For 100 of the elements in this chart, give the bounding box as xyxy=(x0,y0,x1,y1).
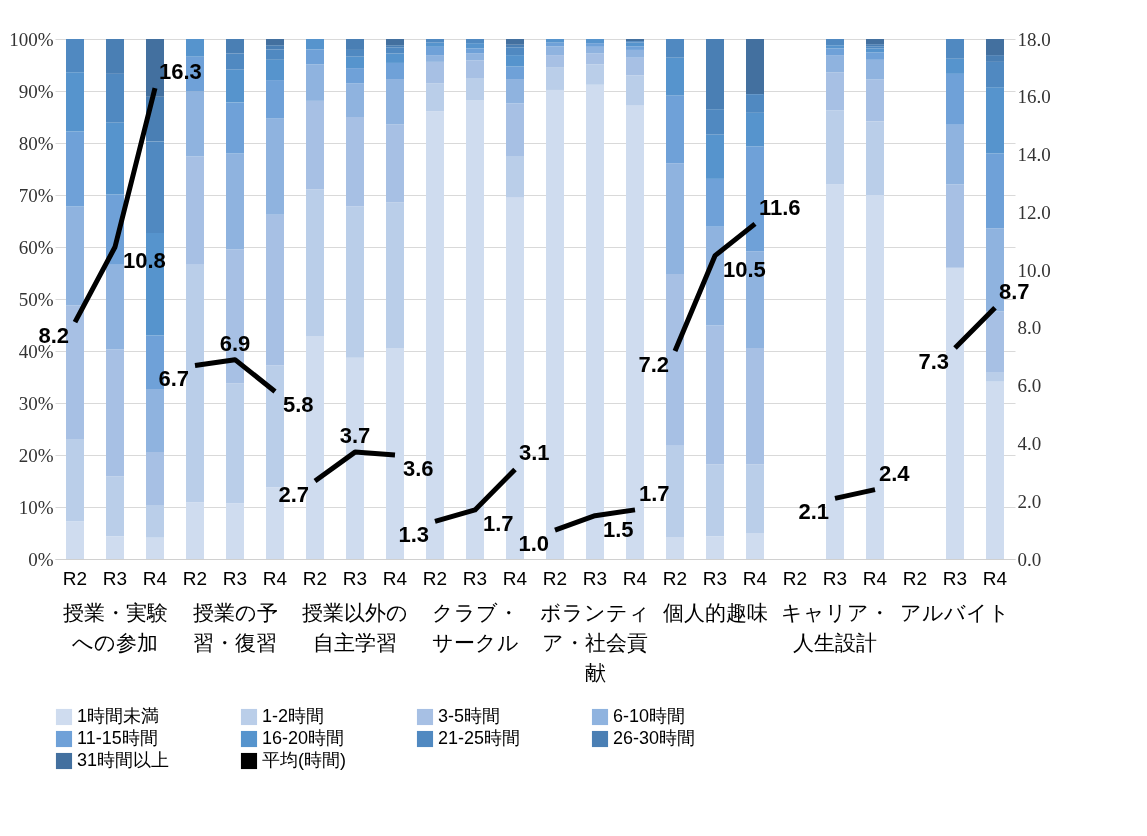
x-tick-label: R3 xyxy=(702,567,728,589)
bar xyxy=(826,48,844,56)
x-tick-label: R3 xyxy=(822,567,848,589)
bar xyxy=(186,502,204,559)
y-tick-label: 100% xyxy=(9,28,54,50)
bar xyxy=(226,102,244,154)
bar xyxy=(866,79,884,122)
bar xyxy=(386,62,404,80)
bar xyxy=(466,100,484,559)
bar xyxy=(226,39,244,54)
data-label: 2.1 xyxy=(798,499,829,525)
y-tick-label: 60% xyxy=(18,236,54,258)
bar xyxy=(266,80,284,119)
bar xyxy=(626,46,644,50)
bar xyxy=(866,52,884,60)
bar xyxy=(266,118,284,215)
data-label: 1.0 xyxy=(518,531,549,557)
x-tick-label: R4 xyxy=(382,567,408,589)
bar xyxy=(146,451,164,505)
bar xyxy=(466,43,484,49)
text: キャリア・人生設計 xyxy=(780,601,890,654)
bar xyxy=(866,39,884,45)
bar xyxy=(946,124,964,185)
bar xyxy=(626,57,644,76)
bar xyxy=(106,264,124,350)
bar xyxy=(66,521,84,559)
data-label: 6.9 xyxy=(219,330,251,356)
data-label: 5.8 xyxy=(283,392,314,418)
bar xyxy=(586,64,604,85)
legend-label: 26-30時間 xyxy=(613,728,696,748)
bar xyxy=(426,61,444,84)
text: 授業の予習・復習 xyxy=(192,601,278,654)
bar xyxy=(306,64,324,101)
bar xyxy=(226,503,244,559)
bar xyxy=(506,66,524,80)
legend-label: 31時間以上 xyxy=(77,750,170,770)
bar xyxy=(226,383,244,504)
legend-label: 11-15時間 xyxy=(77,728,158,748)
y2-tick-label: 8.0 xyxy=(1017,317,1042,339)
bar xyxy=(826,39,844,46)
bar xyxy=(666,163,684,275)
y2-tick-label: 14.0 xyxy=(1017,144,1051,166)
bar xyxy=(226,153,244,250)
x-tick-label: R3 xyxy=(942,567,968,589)
bar xyxy=(306,39,324,50)
bar xyxy=(986,311,1004,373)
bar xyxy=(426,55,444,62)
y-tick-label: 20% xyxy=(18,444,54,466)
y2-tick-label: 0.0 xyxy=(1017,548,1042,570)
y2-tick-label: 18.0 xyxy=(1017,28,1051,50)
bar xyxy=(826,55,844,73)
text: 個人的趣味 xyxy=(662,601,768,624)
y-tick-label: 80% xyxy=(18,132,54,154)
bar xyxy=(586,53,604,65)
legend-label: 21-25時間 xyxy=(438,728,521,748)
bar xyxy=(106,476,124,537)
bar xyxy=(426,83,444,112)
x-tick-label: R2 xyxy=(62,567,88,589)
bar xyxy=(706,536,724,559)
data-label: 1.7 xyxy=(483,510,514,536)
bar xyxy=(466,78,484,101)
y-tick-label: 90% xyxy=(18,80,54,102)
legend-label: 16-20時間 xyxy=(262,728,345,748)
x-tick-label: R3 xyxy=(222,567,248,589)
x-tick-label: R4 xyxy=(622,567,648,589)
y2-tick-label: 16.0 xyxy=(1017,86,1051,108)
x-tick-label: R2 xyxy=(902,567,928,589)
bar xyxy=(386,45,404,48)
bar xyxy=(706,178,724,227)
bar xyxy=(986,153,1004,229)
bar xyxy=(706,39,724,110)
bar xyxy=(306,49,324,65)
data-label: 7.2 xyxy=(638,352,669,377)
x-tick-label: R4 xyxy=(142,567,168,589)
bar xyxy=(586,84,604,559)
bar xyxy=(986,372,1004,382)
bar xyxy=(506,103,524,156)
bar xyxy=(186,156,204,265)
bar xyxy=(266,214,284,366)
bar xyxy=(386,79,404,125)
bar xyxy=(346,117,364,207)
bar xyxy=(466,60,484,78)
bar xyxy=(706,464,724,537)
bar xyxy=(146,537,164,559)
data-label: 3.7 xyxy=(339,423,371,449)
bar xyxy=(746,533,764,559)
bar xyxy=(666,274,684,446)
bar xyxy=(506,79,524,104)
bar xyxy=(546,39,564,43)
x-tick-label: R4 xyxy=(862,567,888,589)
bar xyxy=(626,75,644,106)
x-tick-label: R3 xyxy=(102,567,128,589)
x-tick-label: R2 xyxy=(182,567,208,589)
bar xyxy=(66,438,84,522)
y2-tick-label: 10.0 xyxy=(1017,259,1051,281)
text: クラブ・サークル xyxy=(431,601,519,654)
data-label: 1.3 xyxy=(398,522,429,548)
data-label: 10.5 xyxy=(723,256,766,282)
data-label: 3.6 xyxy=(403,456,434,481)
y-tick-label: 50% xyxy=(18,288,54,310)
